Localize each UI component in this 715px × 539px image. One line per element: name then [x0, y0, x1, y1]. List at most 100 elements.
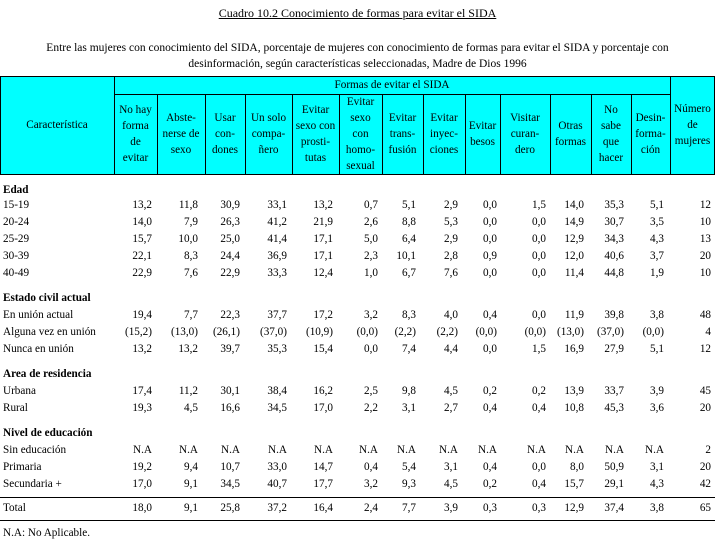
row-label: Nunca en unión [3, 343, 74, 355]
table-cell: 16,6 [220, 402, 240, 414]
header-column-divider [465, 94, 466, 174]
header-text-line: Número [674, 103, 711, 115]
table-cell: 29,1 [604, 478, 624, 490]
table-cell: 3,5 [650, 216, 664, 228]
table-cell: (37,0) [596, 326, 624, 338]
table-cell: 15,7 [132, 233, 152, 245]
table-cell: 17,2 [313, 309, 333, 321]
table-cell: 11,2 [178, 385, 198, 397]
header-text-line: de [687, 119, 698, 131]
table-cell: 2,3 [364, 250, 378, 262]
table-cell: 18,0 [132, 502, 152, 514]
table-cell: 0,0 [483, 343, 497, 355]
table-cell: 12,9 [564, 233, 584, 245]
table-cell: 3,1 [650, 461, 664, 473]
header-text-line: Otras [558, 120, 583, 132]
table-cell: 4,4 [444, 343, 458, 355]
header-text-line: dero [515, 144, 535, 156]
header-column-divider [205, 94, 206, 174]
header-column-1: No hay forma de evitar [114, 94, 157, 174]
table-row: En unión actual 19,4 7,7 22,3 37,7 17,2 3,2 8,3… [0, 309, 715, 326]
table-cell: 30,7 [604, 216, 624, 228]
header-text-line: sexo [350, 112, 371, 124]
table-cell: N.A [565, 444, 584, 456]
header-text-line: sexo [170, 144, 192, 156]
section-label: Area de residencia [3, 368, 92, 380]
table-cell: 38,4 [267, 385, 287, 397]
table-cell: 9,3 [402, 478, 416, 490]
header-column-7: Evitar trans-fusión [382, 94, 423, 174]
table-cell: 9,1 [184, 502, 198, 514]
table-cell: 39,7 [220, 343, 240, 355]
table-cell: 17,0 [132, 478, 152, 490]
table-cell: 13 [699, 233, 711, 245]
table-cell: 0,0 [532, 233, 546, 245]
table-cell: 8,3 [402, 309, 416, 321]
table-cell: 2,2 [364, 402, 378, 414]
table-cell: N.A [179, 444, 198, 456]
table-cell: 0,0 [532, 461, 546, 473]
table-cell: 0,0 [483, 267, 497, 279]
table-cell: 4,3 [650, 478, 664, 490]
table-cell: 3,2 [364, 478, 378, 490]
table-cell: 5,3 [444, 216, 458, 228]
table-cell: 22,3 [220, 309, 240, 321]
row-label: 25-29 [3, 233, 30, 245]
header-column-6: Evitar sexo con homo-sexual [339, 94, 382, 174]
row-label: En unión actual [3, 309, 74, 321]
table-cell: 13,2 [132, 199, 152, 211]
header-text-line: Evitar [468, 120, 497, 132]
table-cell: 0,4 [532, 402, 546, 414]
table-cell: 6,7 [402, 267, 416, 279]
header-text-line: que [602, 136, 620, 148]
table-cell: (2,2) [436, 326, 458, 338]
table-cell: 4 [705, 326, 711, 338]
row-label: Primaria [3, 461, 42, 473]
header-text-line: fusión [388, 144, 417, 156]
header-text-line: formas [554, 136, 587, 148]
table-cell: (0,0) [642, 326, 664, 338]
table-cell: 5,4 [402, 461, 416, 473]
table-cell: 7,6 [444, 267, 458, 279]
table-row: Nunca en unión 13,2 13,2 39,7 35,3 15,4 0,0 7,4… [0, 343, 715, 360]
header-top-rule [0, 76, 715, 77]
table-cell: 0,9 [483, 250, 497, 262]
table-cell: 39,8 [604, 309, 624, 321]
table-cell: 7,7 [184, 309, 198, 321]
table-cell: 20 [699, 250, 711, 262]
table-cell: 0,7 [364, 199, 378, 211]
table-cell: 30,1 [220, 385, 240, 397]
table-row: Urbana 17,4 11,2 30,1 38,4 16,2 2,5 9,8 4,5 0,2 0,… [0, 385, 715, 402]
row-label: Urbana [3, 385, 36, 397]
section-label: Estado civil actual [3, 292, 91, 304]
table-cell: 22,1 [132, 250, 152, 262]
table-cell: 34,5 [267, 402, 287, 414]
header-left-border [0, 76, 1, 174]
table-cell: (0,0) [475, 326, 497, 338]
table-cell: 45,3 [604, 402, 624, 414]
table-cell: 4,5 [184, 402, 198, 414]
header-bottom-rule [0, 174, 715, 175]
table-cell: (15,2) [124, 326, 152, 338]
table-cell: 4,5 [444, 385, 458, 397]
table-cell: 37,7 [267, 309, 287, 321]
header-column-divider [670, 76, 671, 174]
header-text-line: nerse de [162, 128, 200, 140]
footnote: N.A: No Aplicable. [3, 527, 90, 539]
header-column-divider [339, 94, 340, 174]
header-text-line: dones [211, 144, 239, 156]
table-cell: 22,9 [132, 267, 152, 279]
table-cell: 12 [699, 199, 711, 211]
table-cell: 12,4 [313, 267, 333, 279]
header-text-line: Usar [214, 112, 236, 124]
table-cell: 19,4 [132, 309, 152, 321]
table-cell: 0,4 [483, 461, 497, 473]
header-text-line: Evitar [301, 104, 330, 116]
table-cell: 3,9 [650, 385, 664, 397]
table-cell: 0,3 [532, 502, 546, 514]
header-numero-mujeres: Número de mujeres [670, 76, 715, 174]
table-cell: 8,3 [184, 250, 198, 262]
table-row: 15-19 13,2 11,8 30,9 33,1 13,2 0,7 5,1 2,9 0,0 1,5… [0, 199, 715, 216]
table-cell: (37,0) [259, 326, 287, 338]
table-cell: 3,9 [444, 502, 458, 514]
